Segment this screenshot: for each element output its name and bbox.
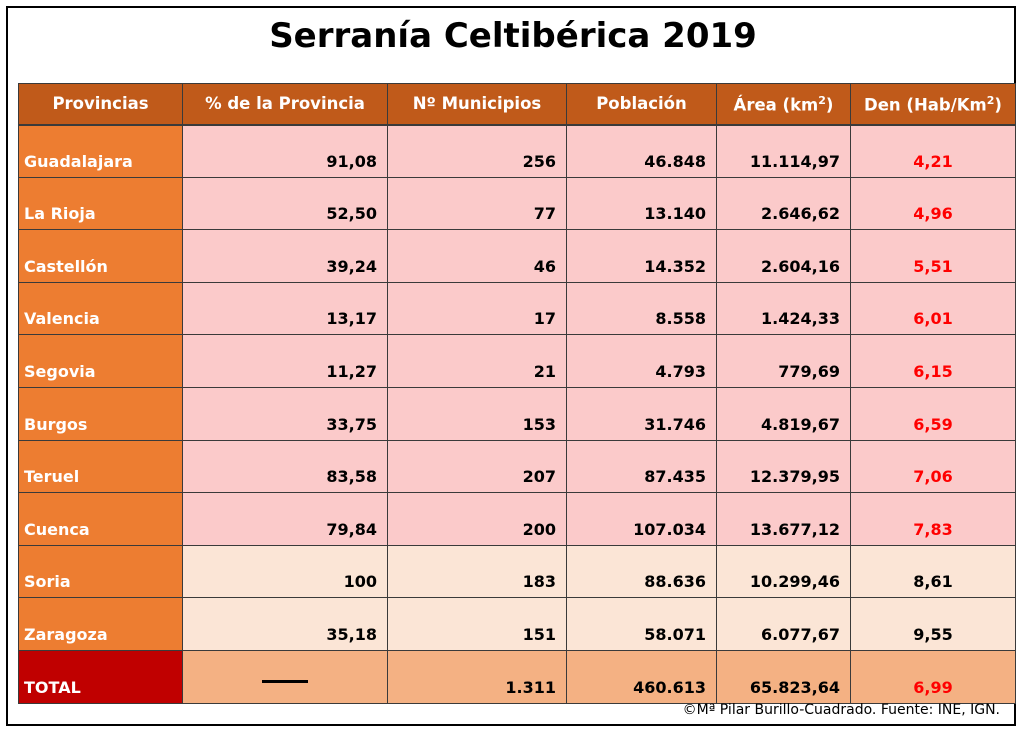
cell-densidad: 6,15: [850, 334, 1016, 388]
cell-total-municipios: 1.311: [387, 649, 567, 704]
header-row: Provincias % de la Provincia Nº Municipi…: [18, 83, 1016, 126]
cell-area: 12.379,95: [716, 439, 851, 494]
cell-pct: 100: [182, 544, 388, 599]
table-frame: Serranía Celtibérica 2019 Provincias % d…: [6, 6, 1016, 726]
cell-provincia: Valencia: [18, 281, 183, 336]
cell-municipios: 151: [387, 597, 567, 651]
table-row: Burgos 33,75 153 31.746 4.819,67 6,59: [18, 386, 1016, 441]
cell-pct: 13,17: [182, 281, 388, 336]
cell-area: 13.677,12: [716, 492, 851, 546]
table-row: Cuenca 79,84 200 107.034 13.677,12 7,83: [18, 492, 1016, 546]
cell-pct: 33,75: [182, 386, 388, 441]
cell-pct: 52,50: [182, 176, 388, 231]
cell-pct: 79,84: [182, 492, 388, 546]
cell-municipios: 200: [387, 492, 567, 546]
table-row: Teruel 83,58 207 87.435 12.379,95 7,06: [18, 439, 1016, 494]
cell-poblacion: 13.140: [566, 176, 717, 231]
cell-poblacion: 88.636: [566, 544, 717, 599]
cell-poblacion: 107.034: [566, 492, 717, 546]
cell-densidad: 4,21: [850, 124, 1016, 178]
cell-pct: 35,18: [182, 597, 388, 651]
table-row: Valencia 13,17 17 8.558 1.424,33 6,01: [18, 281, 1016, 336]
cell-densidad: 6,59: [850, 386, 1016, 441]
cell-provincia: Cuenca: [18, 492, 183, 546]
cell-municipios: 21: [387, 334, 567, 388]
cell-total-area: 65.823,64: [716, 649, 851, 704]
cell-poblacion: 4.793: [566, 334, 717, 388]
header-area: Área (km2): [716, 83, 851, 126]
cell-area: 2.604,16: [716, 229, 851, 283]
cell-area: 4.819,67: [716, 386, 851, 441]
cell-area: 6.077,67: [716, 597, 851, 651]
table-row: Zaragoza 35,18 151 58.071 6.077,67 9,55: [18, 597, 1016, 651]
cell-poblacion: 87.435: [566, 439, 717, 494]
cell-poblacion: 8.558: [566, 281, 717, 336]
table-row: Guadalajara 91,08 256 46.848 11.114,97 4…: [18, 124, 1016, 178]
cell-municipios: 17: [387, 281, 567, 336]
header-pct-provincia: % de la Provincia: [182, 83, 388, 126]
cell-densidad: 6,01: [850, 281, 1016, 336]
source-credit: ©Mª Pilar Burillo-Cuadrado. Fuente: INE,…: [682, 702, 1000, 718]
cell-densidad: 8,61: [850, 544, 1016, 599]
dash-mark: [262, 679, 308, 683]
cell-densidad: 7,83: [850, 492, 1016, 546]
cell-area: 11.114,97: [716, 124, 851, 178]
cell-area: 1.424,33: [716, 281, 851, 336]
cell-densidad: 9,55: [850, 597, 1016, 651]
data-table: Provincias % de la Provincia Nº Municipi…: [18, 83, 1016, 704]
cell-poblacion: 58.071: [566, 597, 717, 651]
cell-provincia: Guadalajara: [18, 124, 183, 178]
cell-densidad: 7,06: [850, 439, 1016, 494]
total-row: TOTAL 1.311 460.613 65.823,64 6,99: [18, 649, 1016, 704]
cell-provincia: Zaragoza: [18, 597, 183, 651]
cell-municipios: 183: [387, 544, 567, 599]
header-provincias: Provincias: [18, 83, 183, 126]
cell-provincia: Castellón: [18, 229, 183, 283]
cell-total-densidad: 6,99: [850, 649, 1016, 704]
header-poblacion: Población: [566, 83, 717, 126]
cell-pct: 39,24: [182, 229, 388, 283]
table-row: Castellón 39,24 46 14.352 2.604,16 5,51: [18, 229, 1016, 283]
table-row: Soria 100 183 88.636 10.299,46 8,61: [18, 544, 1016, 599]
header-densidad: Den (Hab/Km2): [850, 83, 1016, 126]
cell-total-poblacion: 460.613: [566, 649, 717, 704]
cell-area: 10.299,46: [716, 544, 851, 599]
cell-provincia: Soria: [18, 544, 183, 599]
cell-total-pct: [182, 649, 388, 704]
cell-pct: 91,08: [182, 124, 388, 178]
table-row: Segovia 11,27 21 4.793 779,69 6,15: [18, 334, 1016, 388]
cell-municipios: 77: [387, 176, 567, 231]
cell-total-label: TOTAL: [18, 649, 183, 704]
cell-area: 779,69: [716, 334, 851, 388]
page-title: Serranía Celtibérica 2019: [269, 16, 757, 56]
cell-municipios: 256: [387, 124, 567, 178]
cell-densidad: 5,51: [850, 229, 1016, 283]
table-row: La Rioja 52,50 77 13.140 2.646,62 4,96: [18, 176, 1016, 231]
cell-area: 2.646,62: [716, 176, 851, 231]
cell-provincia: Teruel: [18, 439, 183, 494]
cell-pct: 11,27: [182, 334, 388, 388]
cell-provincia: Burgos: [18, 386, 183, 441]
cell-densidad: 4,96: [850, 176, 1016, 231]
cell-poblacion: 46.848: [566, 124, 717, 178]
cell-pct: 83,58: [182, 439, 388, 494]
cell-municipios: 46: [387, 229, 567, 283]
cell-poblacion: 14.352: [566, 229, 717, 283]
header-municipios: Nº Municipios: [387, 83, 567, 126]
cell-municipios: 207: [387, 439, 567, 494]
cell-poblacion: 31.746: [566, 386, 717, 441]
cell-provincia: Segovia: [18, 334, 183, 388]
cell-provincia: La Rioja: [18, 176, 183, 231]
cell-municipios: 153: [387, 386, 567, 441]
